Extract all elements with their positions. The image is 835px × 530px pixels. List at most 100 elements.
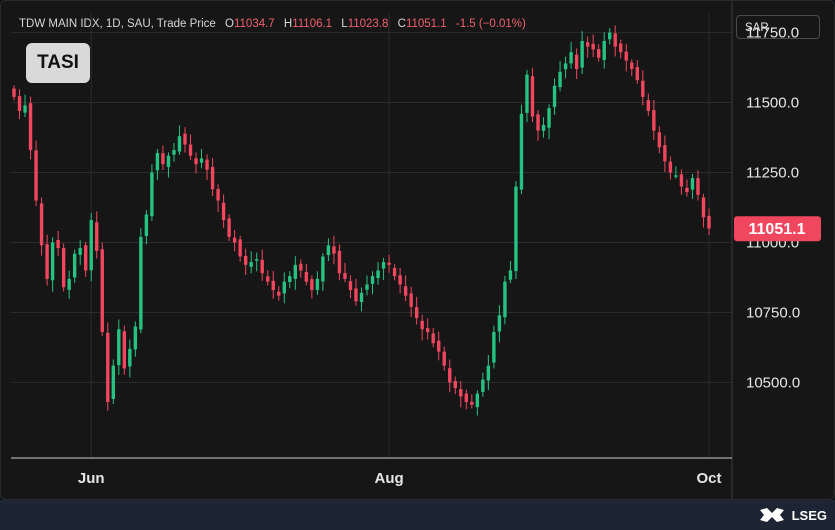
candle-body — [117, 329, 121, 366]
candle-body — [541, 124, 546, 131]
candle-body — [585, 42, 590, 47]
candle-body — [646, 100, 651, 111]
candle-body — [354, 288, 358, 302]
candle-body — [414, 307, 419, 319]
candle-body — [508, 270, 513, 280]
candle-body — [481, 379, 485, 392]
candle-body — [492, 332, 496, 363]
candle-body — [56, 239, 60, 249]
candle-body — [67, 278, 71, 290]
candle-body — [188, 144, 193, 156]
lseg-emblem-icon — [759, 508, 784, 522]
candle-body — [398, 275, 402, 285]
low-value: 11023.8 — [347, 18, 389, 30]
candle-body — [271, 280, 275, 291]
candle-body — [293, 264, 298, 279]
candle-body — [552, 85, 557, 108]
candle-body — [61, 248, 66, 288]
candle-body — [310, 279, 314, 291]
candle-body — [409, 293, 413, 307]
candle-body — [574, 54, 579, 69]
candle-body — [210, 166, 215, 190]
candle-body — [227, 218, 231, 237]
candle-body — [602, 40, 606, 61]
candle-body — [199, 158, 204, 163]
candle-body — [674, 175, 678, 177]
candle-body — [591, 43, 595, 50]
candle-body — [50, 242, 55, 281]
candle-body — [624, 51, 628, 61]
candle-body — [359, 292, 364, 303]
candle-body — [183, 133, 187, 145]
candle-body — [12, 88, 16, 97]
candle-body — [78, 248, 82, 255]
candle-body — [155, 152, 160, 171]
y-tick-label: 11500.0 — [746, 95, 799, 112]
candle-body — [365, 284, 369, 290]
candle-body — [376, 270, 380, 279]
candle-body — [514, 186, 518, 272]
chart-header: TDW MAIN IDX, 1D, SAU, Trade Price O1103… — [19, 18, 526, 30]
candle-body — [403, 286, 408, 296]
candle-body — [525, 74, 529, 113]
candle-body — [563, 63, 568, 70]
candle-body — [144, 214, 149, 237]
candle-body — [668, 161, 673, 173]
open-value: 11034.7 — [233, 18, 275, 30]
currency-selector[interactable]: SAR — [736, 15, 820, 39]
instrument-label: TDW MAIN IDX, 1D, SAU, Trade Price — [19, 18, 216, 30]
candle-body — [23, 105, 27, 113]
candle-body — [128, 348, 132, 367]
candle-body — [370, 276, 375, 284]
y-tick-label: 11250.0 — [746, 165, 799, 182]
candle-body — [387, 262, 391, 265]
candle-body — [425, 328, 430, 333]
candle-body — [497, 315, 502, 332]
candle-body — [348, 281, 353, 291]
candle-body — [619, 43, 623, 53]
candle-body — [122, 331, 127, 369]
y-tick-label: 10750.0 — [746, 304, 800, 321]
candle-body — [249, 262, 253, 267]
candle-body — [503, 281, 507, 318]
candle-body — [547, 108, 551, 128]
brand-name: LSEG — [791, 507, 827, 523]
candle-body — [45, 244, 49, 279]
candle-body — [72, 253, 77, 278]
candle-body — [161, 153, 165, 165]
candle-body — [696, 178, 700, 195]
candle-body — [381, 262, 386, 269]
candle-body — [177, 136, 182, 152]
candle-body — [216, 189, 220, 201]
candle-body — [448, 368, 452, 383]
candle-body — [89, 220, 93, 271]
candle-body — [282, 281, 286, 294]
candle-body — [28, 103, 33, 151]
candle-body — [475, 393, 480, 408]
y-tick-label: 11750.0 — [746, 25, 799, 42]
last-price-marker — [734, 216, 821, 242]
symbol-badge[interactable]: TASI — [26, 43, 90, 83]
x-tick-label: Jun — [78, 470, 105, 487]
candle-body — [39, 203, 44, 246]
candle-body — [254, 259, 259, 261]
close-value: 11051.1 — [405, 18, 447, 30]
candle-body — [652, 110, 656, 131]
chart-frame: TDW MAIN IDX, 1D, SAU, Trade Price O1103… — [0, 0, 835, 500]
candle-body — [95, 222, 99, 251]
candlestick-chart: 11750.011500.011250.011000.010750.010500… — [11, 1, 821, 499]
low-label: L — [341, 18, 348, 30]
candle-body — [701, 197, 706, 218]
candle-body — [569, 52, 573, 64]
candle-body — [558, 71, 562, 88]
candle-body — [630, 62, 634, 69]
candle-body — [685, 187, 689, 193]
candle-body — [470, 401, 474, 405]
candle-body — [392, 267, 397, 277]
candle-body — [635, 67, 639, 81]
candle-body — [304, 271, 309, 282]
x-tick-label: Oct — [696, 470, 721, 487]
candle-body — [663, 145, 667, 162]
candle-body — [139, 236, 143, 330]
candle-body — [343, 273, 347, 279]
